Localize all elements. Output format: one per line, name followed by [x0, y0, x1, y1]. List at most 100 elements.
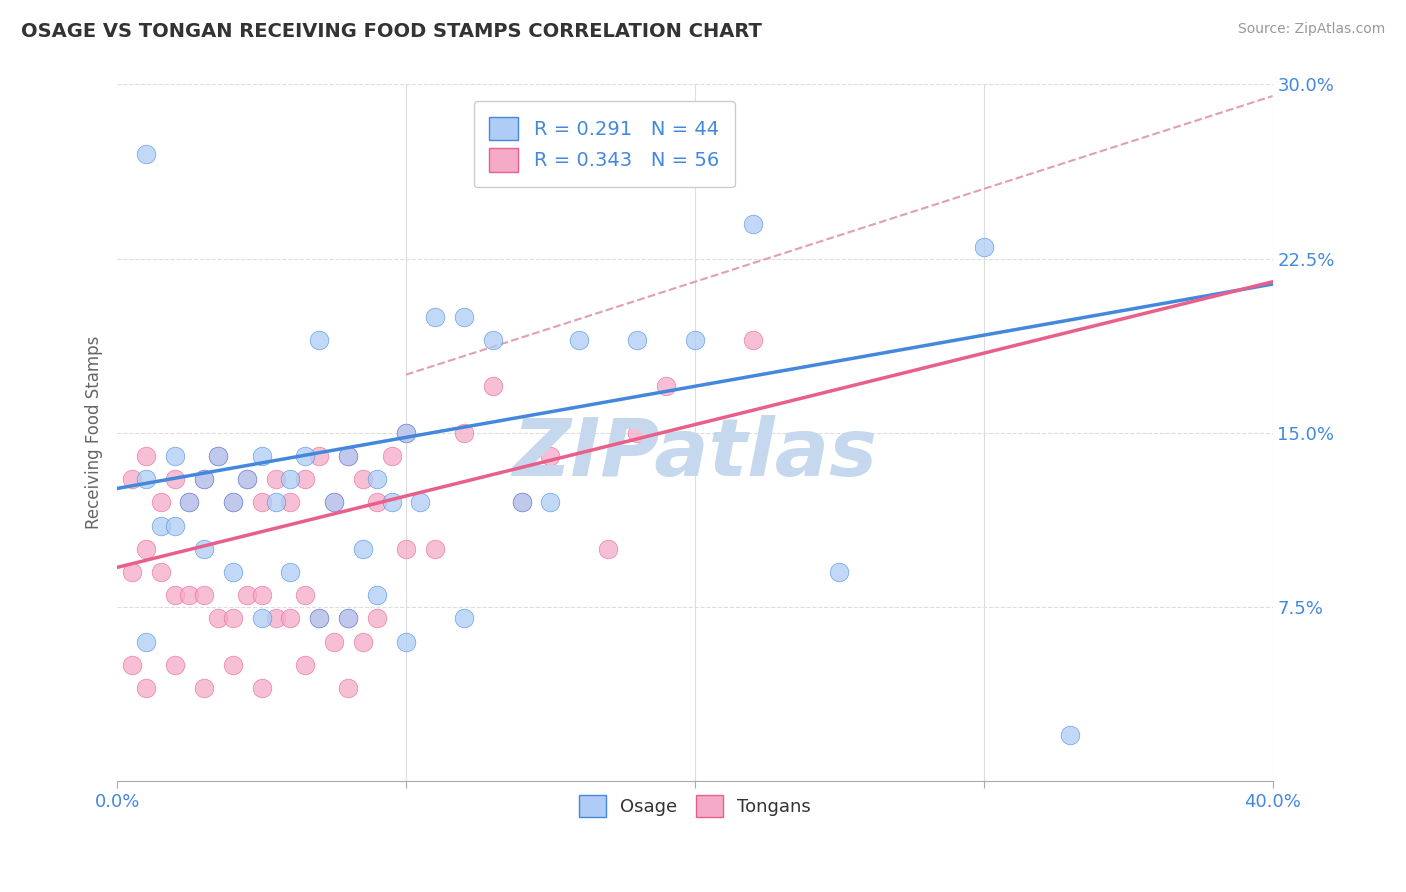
Point	[1059, 727, 1081, 741]
Point	[828, 565, 851, 579]
Point	[163, 657, 186, 672]
Point	[322, 634, 344, 648]
Point	[395, 425, 418, 440]
Point	[352, 634, 374, 648]
Point	[741, 333, 763, 347]
Point	[135, 472, 157, 486]
Point	[193, 472, 215, 486]
Point	[193, 472, 215, 486]
Point	[481, 333, 503, 347]
Point	[264, 611, 287, 625]
Point	[308, 611, 330, 625]
Point	[222, 565, 245, 579]
Point	[352, 541, 374, 556]
Point	[308, 333, 330, 347]
Point	[337, 681, 360, 695]
Point	[207, 611, 229, 625]
Point	[193, 588, 215, 602]
Point	[222, 495, 245, 509]
Point	[453, 425, 475, 440]
Point	[264, 472, 287, 486]
Point	[135, 634, 157, 648]
Point	[626, 333, 648, 347]
Point	[395, 634, 418, 648]
Point	[538, 495, 561, 509]
Point	[423, 541, 446, 556]
Point	[193, 541, 215, 556]
Point	[135, 541, 157, 556]
Point	[250, 495, 273, 509]
Point	[538, 449, 561, 463]
Point	[366, 588, 388, 602]
Point	[366, 472, 388, 486]
Text: ZIPatlas: ZIPatlas	[512, 415, 877, 492]
Point	[322, 495, 344, 509]
Point	[163, 472, 186, 486]
Point	[510, 495, 533, 509]
Point	[294, 449, 316, 463]
Point	[264, 495, 287, 509]
Text: Source: ZipAtlas.com: Source: ZipAtlas.com	[1237, 22, 1385, 37]
Point	[250, 449, 273, 463]
Text: OSAGE VS TONGAN RECEIVING FOOD STAMPS CORRELATION CHART: OSAGE VS TONGAN RECEIVING FOOD STAMPS CO…	[21, 22, 762, 41]
Point	[236, 588, 259, 602]
Point	[163, 449, 186, 463]
Point	[163, 518, 186, 533]
Point	[163, 588, 186, 602]
Point	[409, 495, 432, 509]
Point	[280, 495, 302, 509]
Point	[352, 472, 374, 486]
Point	[179, 495, 201, 509]
Point	[568, 333, 591, 347]
Y-axis label: Receiving Food Stamps: Receiving Food Stamps	[86, 336, 103, 530]
Point	[626, 425, 648, 440]
Point	[308, 611, 330, 625]
Point	[222, 611, 245, 625]
Point	[308, 449, 330, 463]
Point	[280, 611, 302, 625]
Point	[395, 425, 418, 440]
Point	[294, 657, 316, 672]
Point	[453, 611, 475, 625]
Point	[337, 449, 360, 463]
Point	[236, 472, 259, 486]
Point	[121, 657, 143, 672]
Point	[250, 588, 273, 602]
Point	[135, 681, 157, 695]
Point	[598, 541, 620, 556]
Point	[149, 565, 172, 579]
Point	[207, 449, 229, 463]
Point	[366, 495, 388, 509]
Point	[149, 518, 172, 533]
Point	[222, 495, 245, 509]
Point	[149, 495, 172, 509]
Point	[280, 565, 302, 579]
Point	[222, 657, 245, 672]
Point	[236, 472, 259, 486]
Point	[337, 611, 360, 625]
Point	[135, 449, 157, 463]
Point	[973, 240, 995, 254]
Point	[395, 541, 418, 556]
Legend: Osage, Tongans: Osage, Tongans	[572, 788, 818, 824]
Point	[655, 379, 678, 393]
Point	[193, 681, 215, 695]
Point	[294, 588, 316, 602]
Point	[741, 217, 763, 231]
Point	[366, 611, 388, 625]
Point	[510, 495, 533, 509]
Point	[481, 379, 503, 393]
Point	[337, 449, 360, 463]
Point	[381, 495, 404, 509]
Point	[683, 333, 706, 347]
Point	[453, 310, 475, 324]
Point	[381, 449, 404, 463]
Point	[250, 681, 273, 695]
Point	[179, 495, 201, 509]
Point	[179, 588, 201, 602]
Point	[135, 147, 157, 161]
Point	[121, 472, 143, 486]
Point	[423, 310, 446, 324]
Point	[322, 495, 344, 509]
Point	[207, 449, 229, 463]
